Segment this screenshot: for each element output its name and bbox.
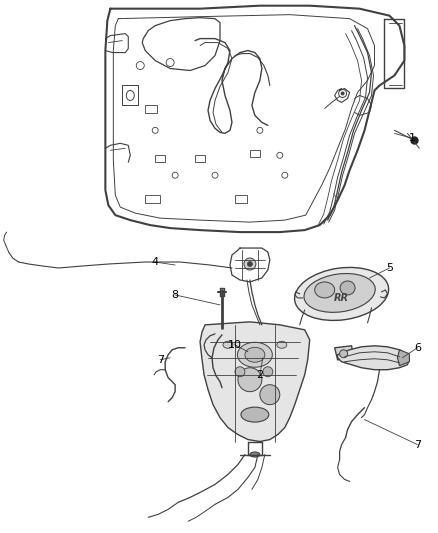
Ellipse shape <box>237 342 272 367</box>
Ellipse shape <box>314 282 335 298</box>
Bar <box>250 150 260 157</box>
Ellipse shape <box>295 268 389 320</box>
Bar <box>145 106 157 114</box>
Text: Y: Y <box>332 193 337 202</box>
Text: 10: 10 <box>228 340 242 350</box>
Text: 7: 7 <box>414 440 421 449</box>
Circle shape <box>260 385 280 405</box>
Ellipse shape <box>340 281 355 295</box>
Circle shape <box>235 367 245 377</box>
Ellipse shape <box>241 407 269 422</box>
Text: 7: 7 <box>157 355 164 365</box>
Polygon shape <box>397 350 410 366</box>
Bar <box>235 195 247 203</box>
Circle shape <box>339 350 348 358</box>
Ellipse shape <box>223 341 233 348</box>
Text: 5: 5 <box>386 263 393 273</box>
Circle shape <box>247 262 252 266</box>
Text: 6: 6 <box>414 343 421 353</box>
Text: 4: 4 <box>152 257 159 267</box>
Circle shape <box>244 258 256 270</box>
Bar <box>145 195 160 203</box>
Text: 2: 2 <box>256 370 263 379</box>
Ellipse shape <box>250 452 260 457</box>
Polygon shape <box>335 346 353 360</box>
Bar <box>195 155 205 162</box>
Ellipse shape <box>277 341 287 348</box>
Text: 1: 1 <box>409 133 416 143</box>
Circle shape <box>263 367 273 377</box>
Text: 8: 8 <box>172 290 179 300</box>
Bar <box>155 155 165 162</box>
Ellipse shape <box>245 348 265 362</box>
Text: RR: RR <box>334 293 349 303</box>
Ellipse shape <box>304 273 375 312</box>
Circle shape <box>238 368 262 392</box>
Polygon shape <box>338 346 410 370</box>
Polygon shape <box>200 322 310 441</box>
Circle shape <box>341 92 344 95</box>
